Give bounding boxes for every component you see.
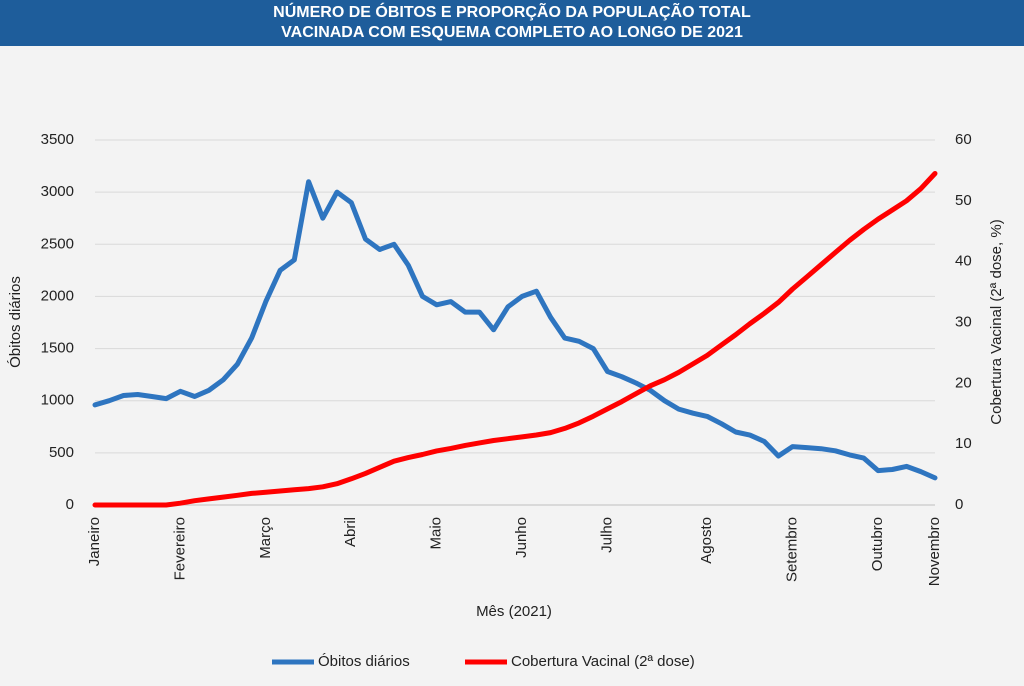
x-tick-label: Setembro: [784, 517, 801, 582]
legend-label: Cobertura Vacinal (2ª dose): [511, 653, 695, 670]
x-tick-label: Agosto: [698, 517, 715, 564]
y2-tick-label: 30: [955, 313, 972, 330]
y-tick-label: 3500: [41, 131, 74, 148]
y2-axis-label: Cobertura Vacinal (2ª dose, %): [988, 219, 1005, 424]
y2-tick-label: 0: [955, 496, 963, 513]
x-tick-label: Janeiro: [86, 517, 103, 566]
data-line: [92, 179, 938, 481]
y-tick-label: 0: [66, 496, 74, 513]
y-tick-label: 1000: [41, 392, 74, 409]
y2-tick-label: 50: [955, 192, 972, 209]
x-tick-label: Março: [257, 517, 274, 559]
x-tick-label: Julho: [599, 517, 616, 553]
header-band: [0, 0, 1024, 46]
y-tick-label: 2500: [41, 235, 74, 252]
x-tick-label: Outubro: [869, 517, 886, 571]
y2-tick-label: 10: [955, 435, 972, 452]
chart-title: VACINADA COM ESQUEMA COMPLETO AO LONGO D…: [281, 24, 743, 41]
y2-tick-label: 60: [955, 131, 972, 148]
y-tick-label: 500: [49, 444, 74, 461]
legend-label: Óbitos diários: [318, 653, 410, 670]
chart-title: NÚMERO DE ÓBITOS E PROPORÇÃO DA POPULAÇÃ…: [273, 1, 751, 21]
y-tick-label: 3000: [41, 183, 74, 200]
y-tick-label: 1500: [41, 340, 74, 357]
x-tick-label: Abril: [342, 517, 359, 547]
x-tick-label: Fevereiro: [171, 517, 188, 580]
x-tick-label: Junho: [513, 517, 530, 558]
y2-tick-label: 20: [955, 374, 972, 391]
x-tick-label: Maio: [428, 517, 445, 550]
x-axis-label: Mês (2021): [476, 603, 552, 620]
y-tick-label: 2000: [41, 287, 74, 304]
y-axis-label: Óbitos diários: [7, 276, 24, 368]
data-line: [92, 171, 938, 508]
x-tick-label: Novembro: [926, 517, 943, 586]
y2-tick-label: 40: [955, 253, 972, 270]
